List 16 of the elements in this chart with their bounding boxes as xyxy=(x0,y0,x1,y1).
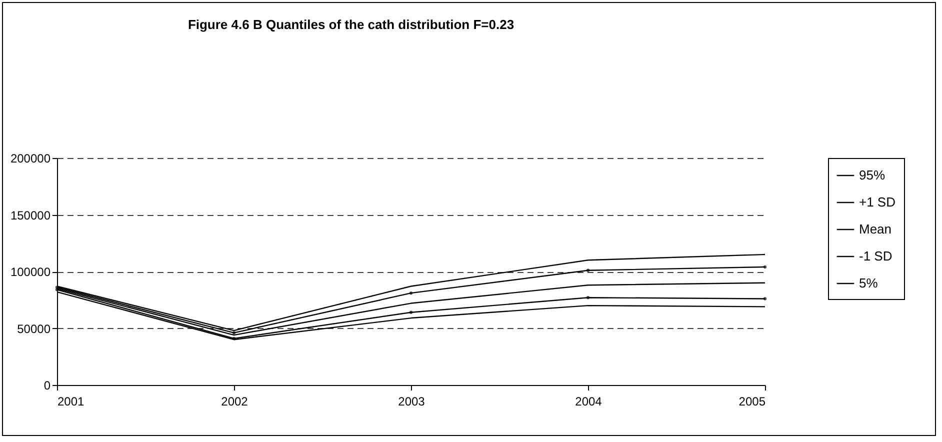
x-tick-label: 2004 xyxy=(575,394,602,408)
x-tick-label: 2005 xyxy=(738,394,766,408)
legend-label: +1 SD xyxy=(859,194,896,210)
legend-label: Mean xyxy=(859,222,892,236)
y-tick-label: 50000 xyxy=(17,322,51,336)
y-tick-label: 200000 xyxy=(10,152,51,166)
chart-title: Figure 4.6 B Quantiles of the cath distribution F=0.23 xyxy=(188,17,514,32)
x-tick-label: 2001 xyxy=(58,394,85,408)
legend-label: 5% xyxy=(859,276,878,290)
y-tick-label: 100000 xyxy=(10,265,51,279)
x-tick-label: 2002 xyxy=(221,394,248,408)
y-tick-label: 150000 xyxy=(10,208,51,222)
y-tick-label: 0 xyxy=(44,378,51,392)
x-tick-label: 2003 xyxy=(398,394,426,408)
legend-label: -1 SD xyxy=(859,248,892,264)
legend-label: 95% xyxy=(859,168,886,182)
